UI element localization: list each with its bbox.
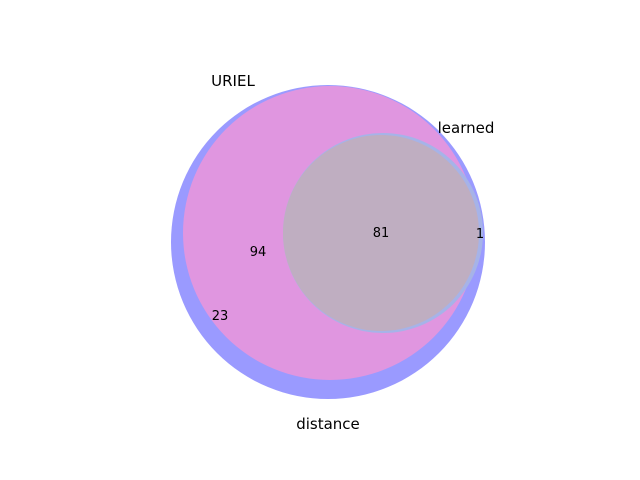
set-label-uriel: URIEL <box>211 72 255 90</box>
set-label-learned: learned <box>438 119 495 137</box>
set-label-distance: distance <box>296 415 360 433</box>
region-label-distance-only: 23 <box>212 309 229 324</box>
circle-learned <box>283 135 479 331</box>
region-label-all: 81 <box>373 226 390 241</box>
region-label-learned-distance: 1 <box>476 227 484 242</box>
region-label-uriel-distance: 94 <box>250 245 267 260</box>
